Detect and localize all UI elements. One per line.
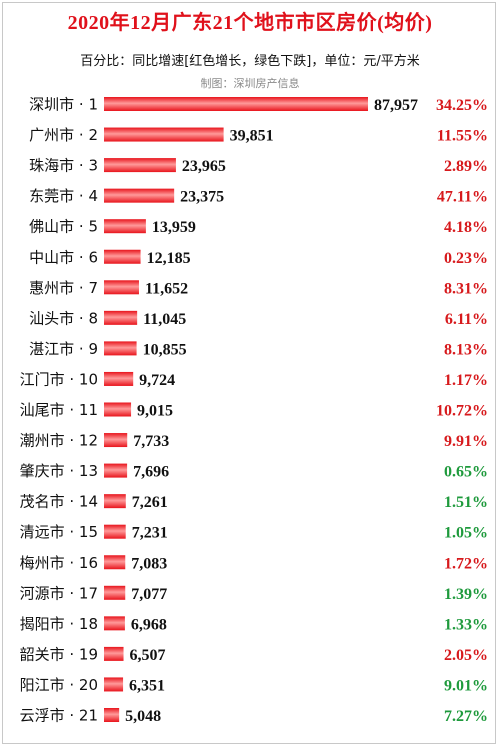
value-label: 6,507: [130, 647, 166, 664]
category-label: 珠海市 · 3: [29, 157, 98, 175]
value-label: 12,185: [147, 250, 191, 267]
category-label: 江门市 · 10: [20, 370, 98, 388]
yoy-label: 8.31%: [444, 280, 488, 297]
bar: [104, 494, 126, 509]
category-label: 湛江市 · 9: [29, 340, 98, 358]
bar: [104, 646, 124, 661]
bar: [104, 433, 128, 448]
category-label: 河源市 · 17: [20, 584, 98, 602]
yoy-label: 0.23%: [444, 250, 488, 267]
category-label: 中山市 · 6: [29, 248, 98, 266]
yoy-label: 4.18%: [444, 219, 488, 236]
bar: [104, 677, 124, 692]
category-label: 惠州市 · 7: [29, 279, 98, 297]
value-label: 6,968: [131, 616, 167, 633]
value-label: 7,733: [133, 433, 169, 450]
value-label: 7,696: [133, 464, 169, 481]
yoy-label: 0.65%: [444, 464, 488, 481]
yoy-label: 9.91%: [444, 433, 488, 450]
yoy-label: 9.01%: [444, 677, 488, 694]
yoy-label: 1.33%: [444, 616, 488, 633]
category-label: 肇庆市 · 13: [20, 462, 98, 480]
yoy-label: 7.27%: [444, 708, 488, 725]
value-label: 11,045: [143, 311, 186, 328]
bar: [104, 188, 175, 203]
bar: [104, 127, 224, 142]
yoy-label: 10.72%: [436, 403, 488, 420]
value-label: 7,077: [131, 586, 167, 603]
category-label: 汕尾市 · 11: [20, 401, 98, 419]
bar: [104, 219, 146, 234]
yoy-label: 6.11%: [445, 311, 488, 328]
chart-subtitle: 百分比：同比增速[红色增长，绿色下跌]，单位：元/平方米: [80, 54, 420, 69]
yoy-label: 8.13%: [444, 341, 488, 358]
bar: [104, 280, 139, 295]
yoy-label: 1.17%: [444, 372, 488, 389]
category-label: 梅州市 · 16: [20, 554, 98, 572]
bar: [104, 158, 176, 173]
yoy-label: 47.11%: [437, 189, 488, 206]
category-label: 清远市 · 15: [20, 523, 98, 541]
value-label: 11,652: [145, 280, 188, 297]
category-label: 佛山市 · 5: [29, 218, 98, 236]
value-label: 13,959: [152, 219, 196, 236]
yoy-label: 2.05%: [444, 647, 488, 664]
category-label: 阳江市 · 20: [20, 676, 98, 694]
category-label: 韶关市 · 19: [20, 645, 98, 663]
category-label: 潮州市 · 12: [20, 432, 98, 450]
value-label: 5,048: [125, 708, 161, 725]
bar: [104, 97, 368, 111]
chart-source: 制图：深圳房产信息: [200, 77, 300, 90]
category-label: 茂名市 · 14: [20, 493, 98, 511]
category-label: 东莞市 · 4: [29, 187, 98, 205]
bar: [104, 463, 128, 478]
yoy-label: 2.89%: [444, 158, 488, 175]
value-label: 10,855: [143, 341, 187, 358]
value-label: 7,083: [131, 555, 167, 572]
value-label: 7,231: [132, 525, 168, 542]
bar: [104, 585, 126, 600]
bar: [104, 249, 141, 264]
yoy-label: 34.25%: [436, 97, 488, 114]
bar: [104, 555, 126, 570]
category-label: 深圳市 · 1: [29, 96, 98, 114]
value-label: 9,724: [139, 372, 175, 389]
chart-title: 2020年12月广东21个地市市区房价(均价): [67, 12, 433, 34]
category-label: 揭阳市 · 18: [20, 615, 98, 633]
bar: [104, 310, 138, 325]
bar: [104, 524, 126, 539]
value-label: 7,261: [132, 494, 168, 511]
value-label: 87,957: [374, 97, 418, 114]
yoy-label: 11.55%: [437, 128, 488, 145]
value-label: 9,015: [137, 403, 173, 420]
bar: [104, 708, 120, 722]
value-label: 23,965: [182, 158, 226, 175]
yoy-label: 1.39%: [444, 586, 488, 603]
value-label: 39,851: [230, 128, 274, 145]
category-label: 云浮市 · 21: [20, 707, 98, 725]
bar: [104, 402, 132, 417]
category-label: 广州市 · 2: [29, 126, 98, 144]
bar: [104, 341, 137, 356]
category-label: 汕头市 · 8: [29, 309, 98, 327]
value-label: 6,351: [129, 677, 165, 694]
bar: [104, 616, 125, 631]
yoy-label: 1.72%: [444, 555, 488, 572]
yoy-label: 1.51%: [444, 494, 488, 511]
yoy-label: 1.05%: [444, 525, 488, 542]
bar: [104, 371, 134, 386]
value-label: 23,375: [180, 189, 224, 206]
